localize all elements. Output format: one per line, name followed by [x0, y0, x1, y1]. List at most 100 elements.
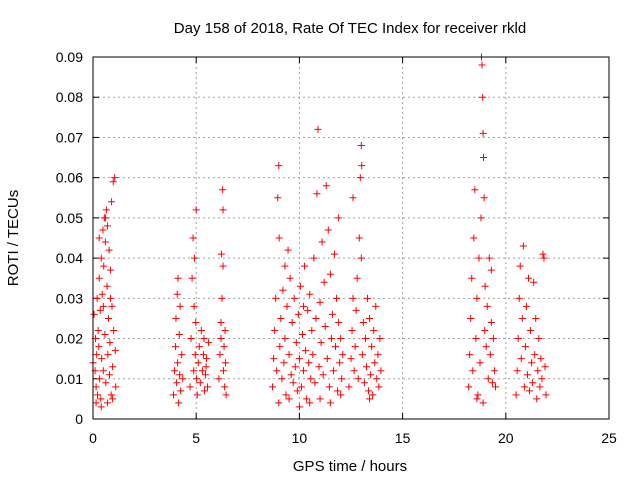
data-point — [321, 322, 329, 330]
data-point — [480, 194, 488, 202]
data-point — [473, 395, 481, 403]
data-point — [491, 383, 499, 391]
data-point — [522, 302, 530, 310]
data-point — [468, 274, 476, 282]
data-point — [221, 327, 229, 335]
data-point — [345, 383, 353, 391]
data-point — [489, 335, 497, 343]
data-point — [474, 391, 482, 399]
data-point — [279, 286, 287, 294]
data-point — [313, 190, 321, 198]
data-point — [337, 391, 345, 399]
data-point — [283, 302, 291, 310]
data-point — [355, 234, 363, 242]
data-point — [174, 274, 182, 282]
data-point — [334, 387, 342, 395]
data-point — [488, 379, 496, 387]
x-tick-label: 10 — [292, 430, 308, 446]
data-point — [99, 226, 107, 234]
data-point — [269, 383, 277, 391]
data-point — [186, 383, 194, 391]
data-point — [349, 194, 357, 202]
data-point — [98, 290, 106, 298]
data-point — [316, 395, 324, 403]
data-point — [275, 162, 283, 170]
data-point — [290, 294, 298, 302]
data-point — [372, 302, 380, 310]
data-point — [365, 387, 373, 395]
data-point — [326, 399, 334, 407]
data-point — [101, 331, 109, 339]
data-point — [521, 343, 529, 351]
data-point — [304, 306, 312, 314]
data-point — [479, 129, 487, 137]
data-point — [527, 327, 535, 335]
data-point — [175, 399, 183, 407]
data-point — [541, 363, 549, 371]
data-point — [470, 234, 478, 242]
data-point — [93, 294, 101, 302]
data-point — [107, 294, 115, 302]
y-tick-label: 0.01 — [56, 371, 83, 387]
data-point — [487, 266, 495, 274]
data-point — [195, 343, 203, 351]
data-point — [538, 375, 546, 383]
data-point — [481, 327, 489, 335]
data-point — [102, 206, 110, 214]
data-point — [198, 367, 206, 375]
data-point — [95, 274, 103, 282]
data-point — [539, 250, 547, 258]
data-point — [529, 379, 537, 387]
data-point — [523, 371, 531, 379]
data-point — [300, 367, 308, 375]
data-point — [289, 379, 297, 387]
data-point — [275, 399, 283, 407]
x-tick-label: 25 — [601, 430, 617, 446]
data-point — [297, 383, 305, 391]
data-point — [286, 274, 294, 282]
data-point — [478, 61, 486, 69]
data-point — [106, 371, 114, 379]
data-point — [374, 351, 382, 359]
data-point — [278, 375, 286, 383]
data-point — [203, 355, 211, 363]
data-point — [487, 318, 495, 326]
data-point — [197, 327, 205, 335]
data-point — [188, 274, 196, 282]
data-point — [479, 399, 487, 407]
data-point — [92, 383, 100, 391]
data-point — [467, 314, 475, 322]
data-point — [192, 318, 200, 326]
data-point — [537, 355, 545, 363]
data-point — [490, 367, 498, 375]
data-point — [96, 375, 104, 383]
data-point — [357, 141, 365, 149]
data-point — [176, 371, 184, 379]
x-axis-label: GPS time / hours — [293, 458, 407, 475]
data-point — [201, 371, 209, 379]
data-point — [199, 351, 207, 359]
data-point — [366, 314, 374, 322]
data-point — [296, 282, 304, 290]
data-point — [373, 375, 381, 383]
data-point — [285, 395, 293, 403]
data-point — [360, 379, 368, 387]
data-point — [375, 383, 383, 391]
data-point — [285, 351, 293, 359]
data-point — [525, 274, 533, 282]
data-point — [323, 355, 331, 363]
data-point — [332, 343, 340, 351]
data-point — [482, 343, 490, 351]
data-point — [190, 367, 198, 375]
data-point — [173, 290, 181, 298]
data-point — [109, 395, 117, 403]
data-point — [94, 391, 102, 399]
data-point — [358, 351, 366, 359]
x-tick-label: 5 — [192, 430, 200, 446]
data-point — [325, 383, 333, 391]
data-point — [472, 335, 480, 343]
data-point — [176, 302, 184, 310]
data-point — [338, 375, 346, 383]
data-point — [220, 343, 228, 351]
